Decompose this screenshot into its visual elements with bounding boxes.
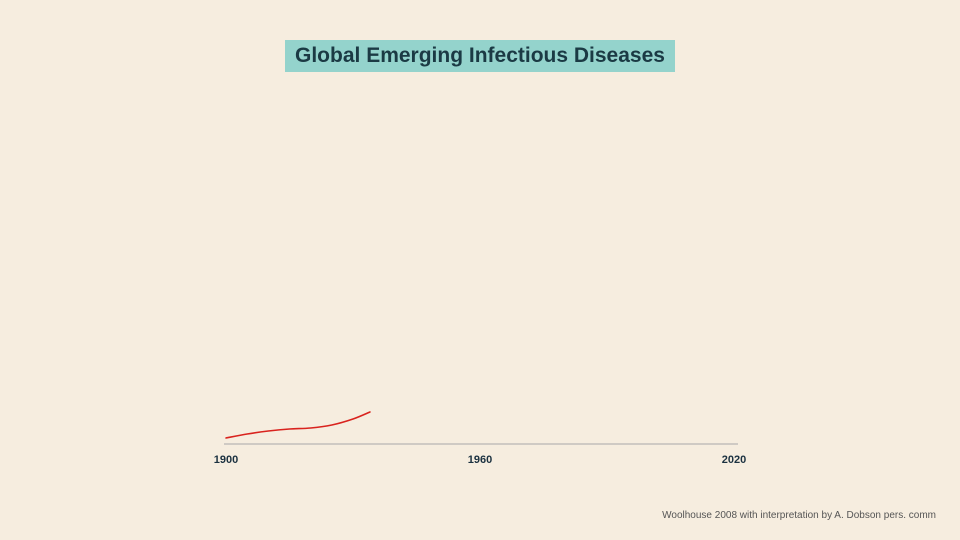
series-line [225,411,371,439]
chart-title: Global Emerging Infectious Diseases [285,40,675,72]
source-note: Woolhouse 2008 with interpretation by A.… [662,510,936,521]
x-tick-label-1960: 1960 [468,454,492,466]
x-tick-label-1900: 1900 [214,454,238,466]
x-axis-ticks: 1900 1960 2020 [214,454,746,466]
x-tick-label-2020: 2020 [722,454,746,466]
title-container: Global Emerging Infectious Diseases [0,40,960,72]
